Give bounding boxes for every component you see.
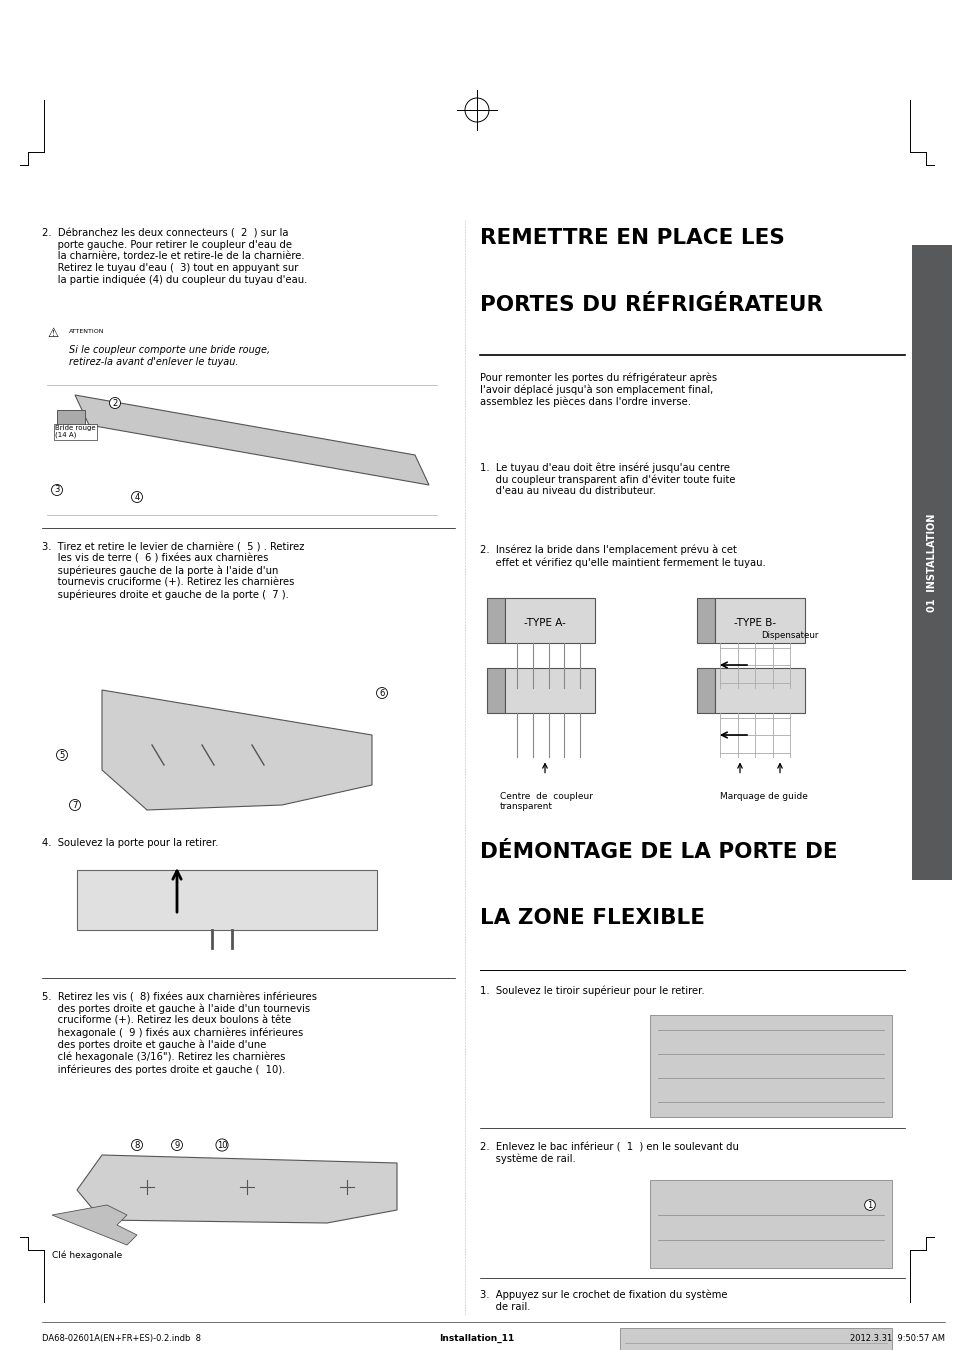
Text: 1: 1 bbox=[866, 1200, 872, 1210]
Text: 9: 9 bbox=[174, 1141, 179, 1149]
Bar bbox=[486, 598, 504, 643]
Polygon shape bbox=[52, 1206, 137, 1245]
Bar bbox=[486, 667, 504, 713]
Text: 2.  Enlevez le bac inférieur (  1  ) en le soulevant du
     système de rail.: 2. Enlevez le bac inférieur ( 1 ) en le … bbox=[479, 1142, 739, 1164]
Text: Centre  de  coupleur
transparent: Centre de coupleur transparent bbox=[499, 792, 593, 811]
Bar bbox=[714, 598, 804, 643]
Text: Marquage de guide: Marquage de guide bbox=[720, 792, 807, 801]
Text: LA ZONE FLEXIBLE: LA ZONE FLEXIBLE bbox=[479, 909, 704, 927]
Text: 3: 3 bbox=[54, 486, 60, 494]
Text: REMETTRE EN PLACE LES: REMETTRE EN PLACE LES bbox=[479, 228, 784, 248]
Bar bbox=[911, 244, 951, 880]
Bar bbox=[504, 667, 595, 713]
Text: 3.  Appuyez sur le crochet de fixation du système
     de rail.: 3. Appuyez sur le crochet de fixation du… bbox=[479, 1291, 727, 1312]
Text: ⚠: ⚠ bbox=[47, 327, 58, 340]
Text: PORTES DU RÉFRIGÉRATEUR: PORTES DU RÉFRIGÉRATEUR bbox=[479, 296, 822, 315]
Text: 2.  Débranchez les deux connecteurs (  2  ) sur la
     porte gauche. Pour retir: 2. Débranchez les deux connecteurs ( 2 )… bbox=[42, 228, 307, 285]
Text: 8: 8 bbox=[134, 1141, 139, 1149]
Bar bbox=[649, 1015, 891, 1116]
Text: 10: 10 bbox=[216, 1141, 227, 1149]
Text: Clé hexagonale: Clé hexagonale bbox=[52, 1250, 122, 1260]
Polygon shape bbox=[102, 690, 372, 810]
Bar bbox=[649, 1180, 891, 1268]
Text: Si le coupleur comporte une bride rouge,
retirez-la avant d'enlever le tuyau.: Si le coupleur comporte une bride rouge,… bbox=[69, 346, 270, 367]
Text: 5: 5 bbox=[59, 751, 65, 760]
Polygon shape bbox=[75, 396, 429, 485]
Text: Installation_11: Installation_11 bbox=[439, 1334, 514, 1343]
Text: 2: 2 bbox=[112, 398, 117, 408]
Text: Bride rouge
(14 A): Bride rouge (14 A) bbox=[55, 425, 95, 439]
Text: ATTENTION: ATTENTION bbox=[69, 329, 105, 333]
Text: -TYPE B-: -TYPE B- bbox=[733, 618, 775, 628]
Text: 5.  Retirez les vis (  8) fixées aux charnières inférieures
     des portes droi: 5. Retirez les vis ( 8) fixées aux charn… bbox=[42, 992, 316, 1075]
Text: 2.  Insérez la bride dans l'emplacement prévu à cet
     effet et vérifiez qu'el: 2. Insérez la bride dans l'emplacement p… bbox=[479, 545, 765, 568]
Text: 4.  Soulevez la porte pour la retirer.: 4. Soulevez la porte pour la retirer. bbox=[42, 838, 218, 848]
Text: 1.  Le tuyau d'eau doit être inséré jusqu'au centre
     du coupleur transparent: 1. Le tuyau d'eau doit être inséré jusqu… bbox=[479, 462, 735, 497]
Bar bbox=[57, 410, 85, 437]
Text: 01  INSTALLATION: 01 INSTALLATION bbox=[926, 513, 936, 612]
Text: 4: 4 bbox=[134, 493, 139, 501]
Text: 6: 6 bbox=[379, 688, 384, 698]
Bar bbox=[697, 598, 714, 643]
Text: 1.  Soulevez le tiroir supérieur pour le retirer.: 1. Soulevez le tiroir supérieur pour le … bbox=[479, 986, 704, 995]
Bar bbox=[77, 869, 376, 930]
Bar bbox=[697, 667, 714, 713]
Text: Dispensateur: Dispensateur bbox=[760, 630, 818, 640]
Text: 7: 7 bbox=[72, 801, 77, 810]
Text: -TYPE A-: -TYPE A- bbox=[523, 618, 565, 628]
Text: 3.  Tirez et retire le levier de charnière (  5 ) . Retirez
     les vis de terr: 3. Tirez et retire le levier de charnièr… bbox=[42, 541, 304, 599]
Text: DA68-02601A(EN+FR+ES)-0.2.indb  8: DA68-02601A(EN+FR+ES)-0.2.indb 8 bbox=[42, 1334, 201, 1343]
Text: 2012.3.31  9:50:57 AM: 2012.3.31 9:50:57 AM bbox=[849, 1334, 944, 1343]
Bar bbox=[504, 598, 595, 643]
Text: Pour remonter les portes du réfrigérateur après
l'avoir déplacé jusqu'à son empl: Pour remonter les portes du réfrigérateu… bbox=[479, 373, 717, 406]
Text: DÉMONTAGE DE LA PORTE DE: DÉMONTAGE DE LA PORTE DE bbox=[479, 842, 837, 863]
Polygon shape bbox=[77, 1156, 396, 1223]
Bar bbox=[714, 667, 804, 713]
Bar bbox=[619, 1328, 891, 1350]
